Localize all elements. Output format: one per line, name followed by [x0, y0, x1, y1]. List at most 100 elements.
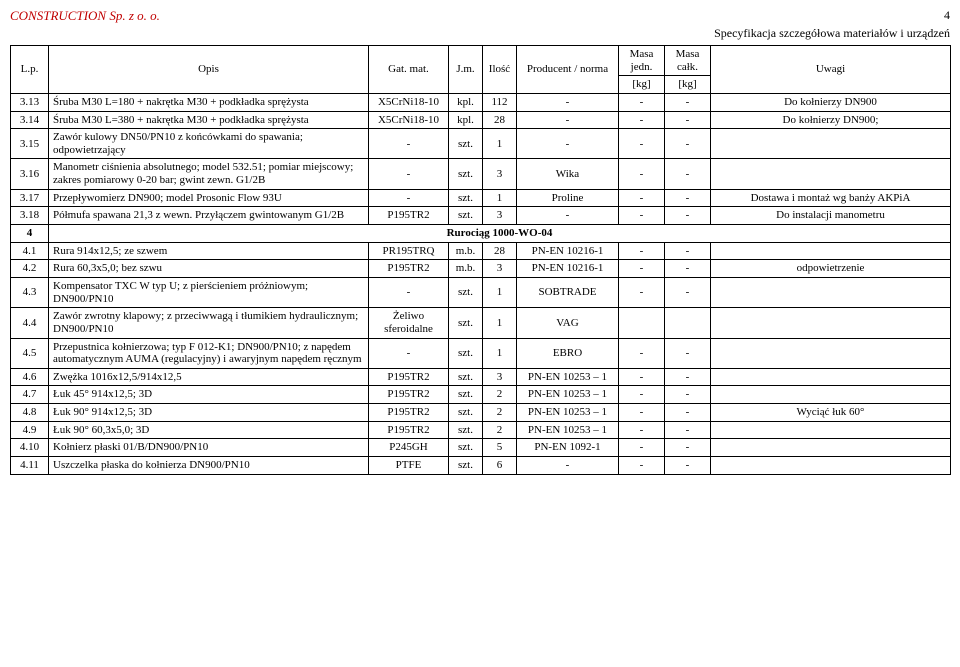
cell: - — [619, 368, 665, 386]
cell: Kompensator TXC W typ U; z pierścieniem … — [49, 277, 369, 307]
cell: szt. — [449, 207, 483, 225]
cell: 3 — [483, 368, 517, 386]
table-row: 4.4Zawór zwrotny klapowy; z przeciwwagą … — [11, 308, 951, 338]
cell: - — [619, 207, 665, 225]
col-mj1: Masa jedn. — [619, 46, 665, 76]
cell: Uszczelka płaska do kołnierza DN900/PN10 — [49, 457, 369, 475]
cell: - — [619, 386, 665, 404]
section-row: 4Rurociąg 1000-WO-04 — [11, 225, 951, 243]
table-row: 3.16Manometr ciśnienia absolutnego; mode… — [11, 159, 951, 189]
cell: 4.9 — [11, 421, 49, 439]
cell: - — [619, 159, 665, 189]
cell: Wyciąć łuk 60° — [711, 404, 951, 422]
cell: 4.4 — [11, 308, 49, 338]
cell: szt. — [449, 308, 483, 338]
cell: 4.11 — [11, 457, 49, 475]
cell: - — [665, 421, 711, 439]
cell: - — [665, 457, 711, 475]
cell: Kołnierz płaski 01/B/DN900/PN10 — [49, 439, 369, 457]
cell: 28 — [483, 242, 517, 260]
cell: 1 — [483, 338, 517, 368]
cell: - — [665, 439, 711, 457]
cell: szt. — [449, 338, 483, 368]
cell: - — [665, 111, 711, 129]
cell — [711, 338, 951, 368]
cell: PN-EN 10216-1 — [517, 242, 619, 260]
cell: Przepustnica kołnierzowa; typ F 012-K1; … — [49, 338, 369, 368]
cell: 3 — [483, 159, 517, 189]
cell: Łuk 90° 60,3x5,0; 3D — [49, 421, 369, 439]
cell: - — [619, 129, 665, 159]
col-mc1: Masa całk. — [665, 46, 711, 76]
cell: m.b. — [449, 260, 483, 278]
cell: 3 — [483, 207, 517, 225]
col-prod: Producent / norma — [517, 46, 619, 94]
cell: - — [619, 277, 665, 307]
cell: 1 — [483, 189, 517, 207]
cell — [711, 308, 951, 338]
cell: Zwężka 1016x12,5/914x12,5 — [49, 368, 369, 386]
col-ilosc: Ilość — [483, 46, 517, 94]
cell: - — [619, 260, 665, 278]
cell — [711, 242, 951, 260]
cell: 3.18 — [11, 207, 49, 225]
page-number: 4 — [944, 8, 950, 23]
cell: PTFE — [369, 457, 449, 475]
cell: szt. — [449, 189, 483, 207]
cell: P195TR2 — [369, 260, 449, 278]
cell: szt. — [449, 404, 483, 422]
cell: - — [665, 207, 711, 225]
cell: - — [665, 386, 711, 404]
table-row: 4.7Łuk 45° 914x12,5; 3DP195TR2szt.2PN-EN… — [11, 386, 951, 404]
cell: X5CrNi18-10 — [369, 93, 449, 111]
table-header: L.p. Opis Gat. mat. J.m. Ilość Producent… — [11, 46, 951, 94]
table-row: 4.5Przepustnica kołnierzowa; typ F 012-K… — [11, 338, 951, 368]
cell: P195TR2 — [369, 386, 449, 404]
cell: - — [619, 338, 665, 368]
cell: - — [619, 242, 665, 260]
cell: VAG — [517, 308, 619, 338]
cell: X5CrNi18-10 — [369, 111, 449, 129]
cell: szt. — [449, 386, 483, 404]
cell: Zawór zwrotny klapowy; z przeciwwagą i t… — [49, 308, 369, 338]
cell — [619, 308, 665, 338]
cell: - — [369, 159, 449, 189]
table-row: 3.14Śruba M30 L=380 + nakrętka M30 + pod… — [11, 111, 951, 129]
col-uwagi: Uwagi — [711, 46, 951, 94]
table-row: 4.6Zwężka 1016x12,5/914x12,5P195TR2szt.3… — [11, 368, 951, 386]
cell: szt. — [449, 129, 483, 159]
table-row: 4.11Uszczelka płaska do kołnierza DN900/… — [11, 457, 951, 475]
table-row: 3.15Zawór kulowy DN50/PN10 z końcówkami … — [11, 129, 951, 159]
cell: - — [665, 129, 711, 159]
cell: - — [619, 457, 665, 475]
cell: 3.16 — [11, 159, 49, 189]
cell: - — [619, 404, 665, 422]
cell: PN-EN 10253 – 1 — [517, 368, 619, 386]
cell: - — [517, 207, 619, 225]
section-lp: 4 — [11, 225, 49, 243]
cell — [711, 421, 951, 439]
cell: - — [665, 260, 711, 278]
cell: szt. — [449, 159, 483, 189]
cell: PN-EN 10253 – 1 — [517, 404, 619, 422]
cell: - — [619, 189, 665, 207]
cell — [665, 308, 711, 338]
cell: Do kołnierzy DN900; — [711, 111, 951, 129]
cell: - — [517, 129, 619, 159]
cell: - — [665, 338, 711, 368]
cell: - — [369, 338, 449, 368]
cell: Śruba M30 L=380 + nakrętka M30 + podkład… — [49, 111, 369, 129]
cell: Zawór kulowy DN50/PN10 z końcówkami do s… — [49, 129, 369, 159]
cell: 3.17 — [11, 189, 49, 207]
cell — [711, 129, 951, 159]
cell: 4.1 — [11, 242, 49, 260]
table-row: 4.2Rura 60,3x5,0; bez szwuP195TR2m.b.3PN… — [11, 260, 951, 278]
cell: - — [665, 368, 711, 386]
cell: szt. — [449, 421, 483, 439]
cell: 2 — [483, 404, 517, 422]
cell: PN-EN 10253 – 1 — [517, 421, 619, 439]
cell: 5 — [483, 439, 517, 457]
cell: EBRO — [517, 338, 619, 368]
cell: Dostawa i montaż wg banży AKPiA — [711, 189, 951, 207]
cell: Rura 914x12,5; ze szwem — [49, 242, 369, 260]
